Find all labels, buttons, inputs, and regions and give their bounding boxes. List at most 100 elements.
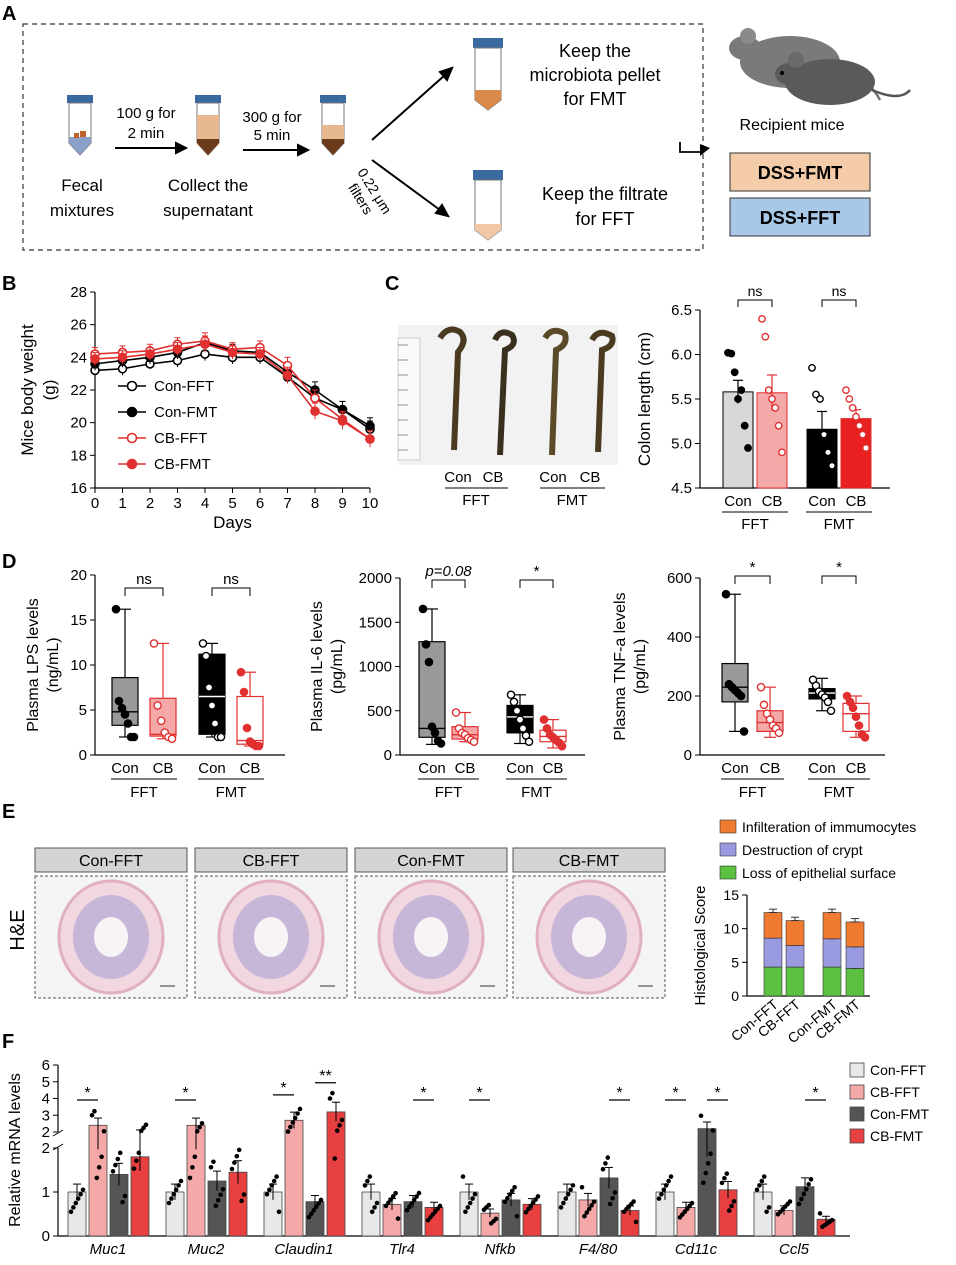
f-data-point xyxy=(701,1180,706,1186)
c-sig-label: ns xyxy=(748,283,763,299)
f-data-point xyxy=(311,1207,317,1213)
c-y-tick-label: 5.5 xyxy=(671,391,692,408)
f-data-point xyxy=(113,1162,118,1168)
f-data-point xyxy=(528,1203,534,1209)
d-x-tick-label: CB xyxy=(760,760,781,777)
f-y-tick-label: 4 xyxy=(42,1091,50,1108)
f-data-point xyxy=(591,1199,597,1205)
he-lumen xyxy=(414,917,448,957)
b-y-axis-label: Mice body weight (g) xyxy=(18,324,59,456)
c-y-axis-label: Colon length (cm) xyxy=(635,332,654,466)
box-dss-fmt xyxy=(729,152,871,192)
e-y-tick-label: 10 xyxy=(723,921,739,937)
f-data-point xyxy=(71,1205,76,1210)
f-data-point xyxy=(533,1197,538,1202)
e-stacked-segment xyxy=(763,912,783,939)
e-stacked-segment xyxy=(785,945,805,968)
c-data-point xyxy=(734,395,742,403)
he-lumen xyxy=(94,917,128,957)
b-legend-label: CB-FFT xyxy=(154,430,207,447)
f-data-point xyxy=(316,1201,321,1206)
e-legend-label: Infilteration of immumocytes xyxy=(742,819,916,835)
c-data-point xyxy=(816,395,824,403)
f-data-point xyxy=(229,1166,235,1172)
d-group-label: FMT xyxy=(216,784,247,801)
f-data-point xyxy=(586,1206,592,1212)
f-data-point xyxy=(708,1151,713,1157)
b-x-tick-label: 2 xyxy=(146,495,154,512)
f-data-point xyxy=(276,1209,282,1215)
e-stacked-segment xyxy=(785,920,805,946)
f-data-point xyxy=(386,1200,391,1206)
c-x-tick-label: CB xyxy=(846,493,867,510)
d-y-axis-label-line2: (ng/mL) xyxy=(45,637,62,692)
f-data-point xyxy=(754,1187,760,1193)
e-stacked-segment xyxy=(845,921,865,948)
f-data-point xyxy=(579,1184,585,1190)
f-data-point xyxy=(761,1174,767,1179)
d-y-axis-label-line1: Plasma TNF-a levels xyxy=(612,592,629,740)
d-data-point xyxy=(860,733,870,742)
f-data-point xyxy=(467,1200,473,1206)
f-data-point xyxy=(416,1190,422,1196)
photo-fmt: FMT xyxy=(557,492,588,509)
f-data-point xyxy=(101,1129,107,1134)
f-data-point xyxy=(285,1129,291,1134)
c-sig-bracket xyxy=(737,299,773,307)
supernatant-tube xyxy=(195,95,221,156)
f-data-point xyxy=(724,1171,730,1176)
f-x-tick-label: Ccl5 xyxy=(779,1241,810,1258)
d-y-tick-label: 1000 xyxy=(359,659,392,676)
c-sig-bracket xyxy=(821,299,857,307)
chart-d-tnf: 0 200 400 600 Plasma TNF-a levels (pg/mL) Con C… xyxy=(612,559,885,801)
f-data-point xyxy=(122,1193,128,1199)
f-data-point xyxy=(332,1156,338,1161)
d-data-point xyxy=(129,732,139,742)
f-legend-label: CB-FMT xyxy=(870,1128,923,1144)
d-y-tick-label: 20 xyxy=(70,567,87,584)
f-data-point xyxy=(605,1155,611,1160)
b-y-tick-label: 28 xyxy=(70,284,87,301)
f-data-point xyxy=(234,1153,240,1159)
f-data-point xyxy=(395,1216,401,1221)
e-stacked-segment xyxy=(785,966,805,997)
f-sig-label: * xyxy=(812,1085,818,1102)
f-data-point xyxy=(110,1169,116,1174)
b-x-tick-label: 3 xyxy=(173,495,181,512)
b-x-tick-label: 6 xyxy=(256,495,264,512)
f-data-point xyxy=(610,1195,615,1201)
f-data-point xyxy=(197,1125,202,1130)
d-y-tick-label: 600 xyxy=(667,570,692,587)
f-data-point xyxy=(288,1124,293,1130)
d-data-point xyxy=(216,732,226,742)
d-group-label: FFT xyxy=(130,784,158,801)
f-data-point xyxy=(787,1199,793,1204)
f-data-point xyxy=(269,1183,275,1188)
d-data-point xyxy=(557,741,567,751)
f-data-point xyxy=(220,1186,226,1192)
recipient-label: Recipient mice xyxy=(740,117,845,134)
d-data-point xyxy=(826,706,836,716)
d-y-axis-label-line2: (pg/mL) xyxy=(329,639,346,694)
f-data-point xyxy=(729,1203,734,1209)
c-bar xyxy=(840,418,872,489)
c-data-point xyxy=(808,363,816,372)
collect-label-1: Collect the xyxy=(168,176,248,195)
f-data-point xyxy=(236,1147,242,1153)
f-data-point xyxy=(600,1166,606,1172)
f-data-point xyxy=(808,1177,814,1182)
f-x-tick-label: F4/80 xyxy=(579,1241,618,1258)
d-sig-label: * xyxy=(750,559,756,576)
f-data-point xyxy=(393,1190,398,1196)
b-y-tick-label: 18 xyxy=(70,447,87,464)
f-data-point xyxy=(703,1170,709,1176)
c-data-point xyxy=(774,421,783,430)
f-data-point xyxy=(530,1200,536,1206)
b-y-axis-label-line2: (g) xyxy=(40,380,59,401)
f-data-point xyxy=(171,1191,177,1197)
box-dss-fft xyxy=(729,197,871,237)
d-data-point xyxy=(201,651,211,661)
f-y-tick-label: 3 xyxy=(42,1107,50,1124)
f-legend-swatch xyxy=(849,1084,865,1100)
